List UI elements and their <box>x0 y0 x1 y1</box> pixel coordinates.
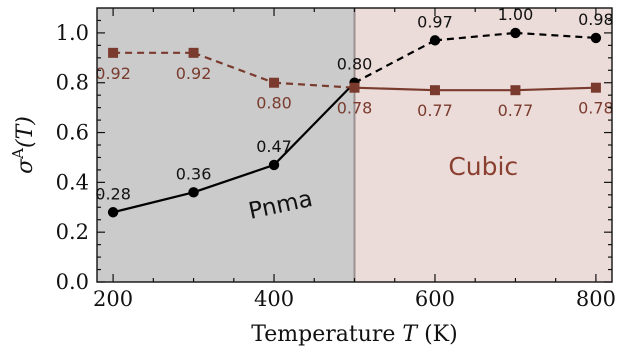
label-series-0-3: 0.80 <box>337 55 373 74</box>
phase-regions <box>97 8 612 282</box>
label-series-0-5: 1.00 <box>498 5 534 24</box>
series-1-point-2 <box>269 77 280 88</box>
series-0-point-6 <box>590 32 602 44</box>
label-series-1-1: 0.92 <box>176 64 212 83</box>
label-series-0-2: 0.47 <box>256 137 292 156</box>
series-0-point-4 <box>429 35 441 46</box>
series-1-segment-3 <box>354 86 436 92</box>
label-series-0-1: 0.36 <box>176 164 212 183</box>
series-0-point-0 <box>107 207 119 218</box>
label-series-1-2: 0.80 <box>256 94 292 113</box>
series-1-point-3 <box>349 82 360 93</box>
data-labels: 0.28 0.36 0.47 0.80 0.97 1.00 0.98 0.92 0.92 0.80… <box>95 5 613 203</box>
series-1-segment-1 <box>193 51 275 84</box>
series-1-segment-2 <box>273 81 355 89</box>
series-1-point-5 <box>510 85 521 96</box>
label-series-0-4: 0.97 <box>417 12 453 31</box>
y-axis-label: σA(T) <box>9 116 38 174</box>
y-tick-label: 0.6 <box>56 121 89 145</box>
label-series-1-4: 0.77 <box>417 101 453 120</box>
label-series-1-3: 0.78 <box>337 99 373 118</box>
series-layer <box>107 27 602 218</box>
x-axis-label: Temperature T (K) <box>251 322 457 347</box>
series-0-segment-2 <box>273 81 356 166</box>
series-1-point-6 <box>590 82 601 93</box>
label-series-1-0: 0.92 <box>95 64 131 83</box>
x-tick-label: 800 <box>576 287 616 311</box>
region-0 <box>97 8 355 282</box>
series-1-point-1 <box>188 47 199 58</box>
axis-ticks: 200 400 600 800 0.0 0.2 0.4 0.6 0.8 1.0 <box>56 8 616 311</box>
series-0-segment-0 <box>112 191 194 214</box>
x-tick-label: 600 <box>415 287 455 311</box>
label-series-1-5: 0.77 <box>498 101 534 120</box>
label-series-1-6: 0.78 <box>578 99 614 118</box>
label-series-0-0: 0.28 <box>95 184 131 203</box>
series-0-segment-3 <box>353 39 436 84</box>
series-1-segment-5 <box>515 86 596 92</box>
y-tick-label: 0.2 <box>56 220 89 244</box>
series-1-point-0 <box>108 47 119 58</box>
series-1-point-4 <box>429 85 440 96</box>
y-tick-label: 0.0 <box>56 270 89 294</box>
series-0-segment-1 <box>193 163 275 194</box>
region-label-cubic: Cubic <box>448 152 518 181</box>
x-tick-label: 400 <box>254 287 294 311</box>
label-series-0-6: 0.98 <box>578 10 614 29</box>
series-0-point-1 <box>188 187 199 198</box>
series-0-segment-4 <box>434 31 516 42</box>
y-tick-label: 0.4 <box>56 170 89 194</box>
series-0-point-2 <box>268 159 280 171</box>
y-tick-label: 0.8 <box>56 71 89 95</box>
series-0-segment-5 <box>515 31 596 39</box>
region-1 <box>354 8 612 282</box>
y-tick-label: 1.0 <box>56 21 89 45</box>
x-tick-label: 200 <box>93 287 133 311</box>
series-0-point-5 <box>510 27 521 39</box>
